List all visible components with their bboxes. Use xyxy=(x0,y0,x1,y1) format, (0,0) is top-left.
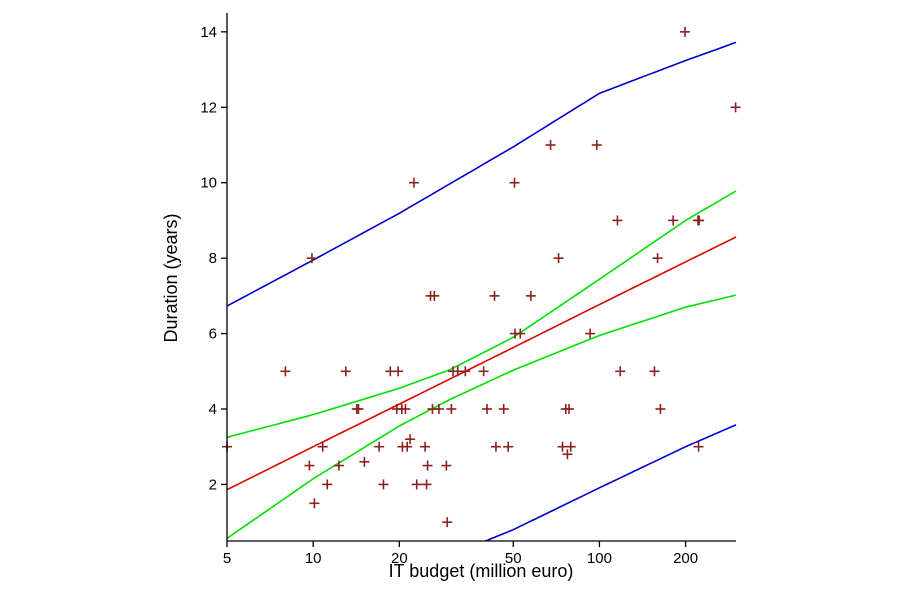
data-point xyxy=(482,404,493,414)
data-point xyxy=(553,253,564,264)
data-point xyxy=(400,404,411,414)
data-point xyxy=(565,441,576,452)
data-point xyxy=(393,366,404,377)
x-tick-label: 200 xyxy=(673,550,698,567)
data-point xyxy=(693,441,704,452)
x-tick-label: 10 xyxy=(305,550,322,567)
data-point xyxy=(612,215,623,226)
data-point xyxy=(525,290,536,301)
data-point xyxy=(333,460,344,471)
data-point xyxy=(408,177,419,188)
data-point xyxy=(280,366,291,377)
y-tick-label: 8 xyxy=(209,250,217,267)
y-ticks: 2 4 6 8 10 12 14 xyxy=(200,24,227,493)
data-point xyxy=(503,441,514,452)
data-point xyxy=(441,460,452,471)
data-point xyxy=(490,441,501,452)
data-point xyxy=(591,140,602,150)
prediction-upper-line xyxy=(227,41,737,307)
data-point xyxy=(378,479,389,490)
prediction-lower-line xyxy=(485,424,737,541)
y-tick-label: 14 xyxy=(200,24,217,41)
x-tick-label: 20 xyxy=(391,550,408,567)
confidence-lower-line xyxy=(227,294,737,540)
y-tick-label: 2 xyxy=(209,476,217,493)
data-point xyxy=(411,479,422,490)
data-point xyxy=(615,366,626,377)
data-point xyxy=(353,404,364,414)
data-point xyxy=(460,366,471,377)
y-tick-label: 12 xyxy=(200,99,217,116)
data-point xyxy=(422,460,433,471)
y-tick-label: 4 xyxy=(209,401,217,418)
data-point xyxy=(433,404,444,414)
data-point xyxy=(498,404,509,414)
data-point xyxy=(446,404,457,414)
data-point xyxy=(585,328,596,339)
data-point xyxy=(374,441,385,452)
data-point xyxy=(668,215,679,226)
data-point xyxy=(420,441,431,452)
data-point xyxy=(478,366,489,377)
data-point xyxy=(442,517,453,528)
fit-lines xyxy=(227,41,737,541)
data-point xyxy=(679,26,690,37)
data-point xyxy=(421,479,432,490)
data-point xyxy=(317,441,328,452)
data-point xyxy=(730,102,741,113)
data-points xyxy=(222,26,741,528)
y-tick-label: 10 xyxy=(200,175,217,192)
data-point xyxy=(402,441,413,452)
x-tick-label: 5 xyxy=(223,550,231,567)
x-ticks: 5 10 20 50 100 200 xyxy=(223,541,698,567)
data-point xyxy=(562,449,573,460)
x-tick-label: 100 xyxy=(587,550,612,567)
data-point xyxy=(309,498,320,509)
y-axis-title: Duration (years) xyxy=(161,213,181,342)
data-point xyxy=(489,290,500,301)
data-point xyxy=(359,456,370,467)
data-point xyxy=(694,215,705,226)
data-point xyxy=(652,253,663,264)
data-point xyxy=(429,290,440,301)
data-point xyxy=(655,404,666,414)
confidence-upper-line xyxy=(227,190,737,439)
data-point xyxy=(405,434,416,445)
data-point xyxy=(509,177,520,188)
axes xyxy=(226,13,736,542)
x-tick-label: 50 xyxy=(505,550,522,567)
fit-line xyxy=(227,236,737,491)
data-point xyxy=(515,328,526,339)
data-point xyxy=(545,140,556,150)
data-point xyxy=(564,404,575,414)
data-point xyxy=(304,460,315,471)
data-point xyxy=(322,479,333,490)
y-tick-label: 6 xyxy=(209,326,217,343)
data-point xyxy=(306,253,317,264)
x-axis-title: IT budget (million euro) xyxy=(389,561,574,581)
data-point xyxy=(340,366,351,377)
data-point xyxy=(649,366,660,377)
